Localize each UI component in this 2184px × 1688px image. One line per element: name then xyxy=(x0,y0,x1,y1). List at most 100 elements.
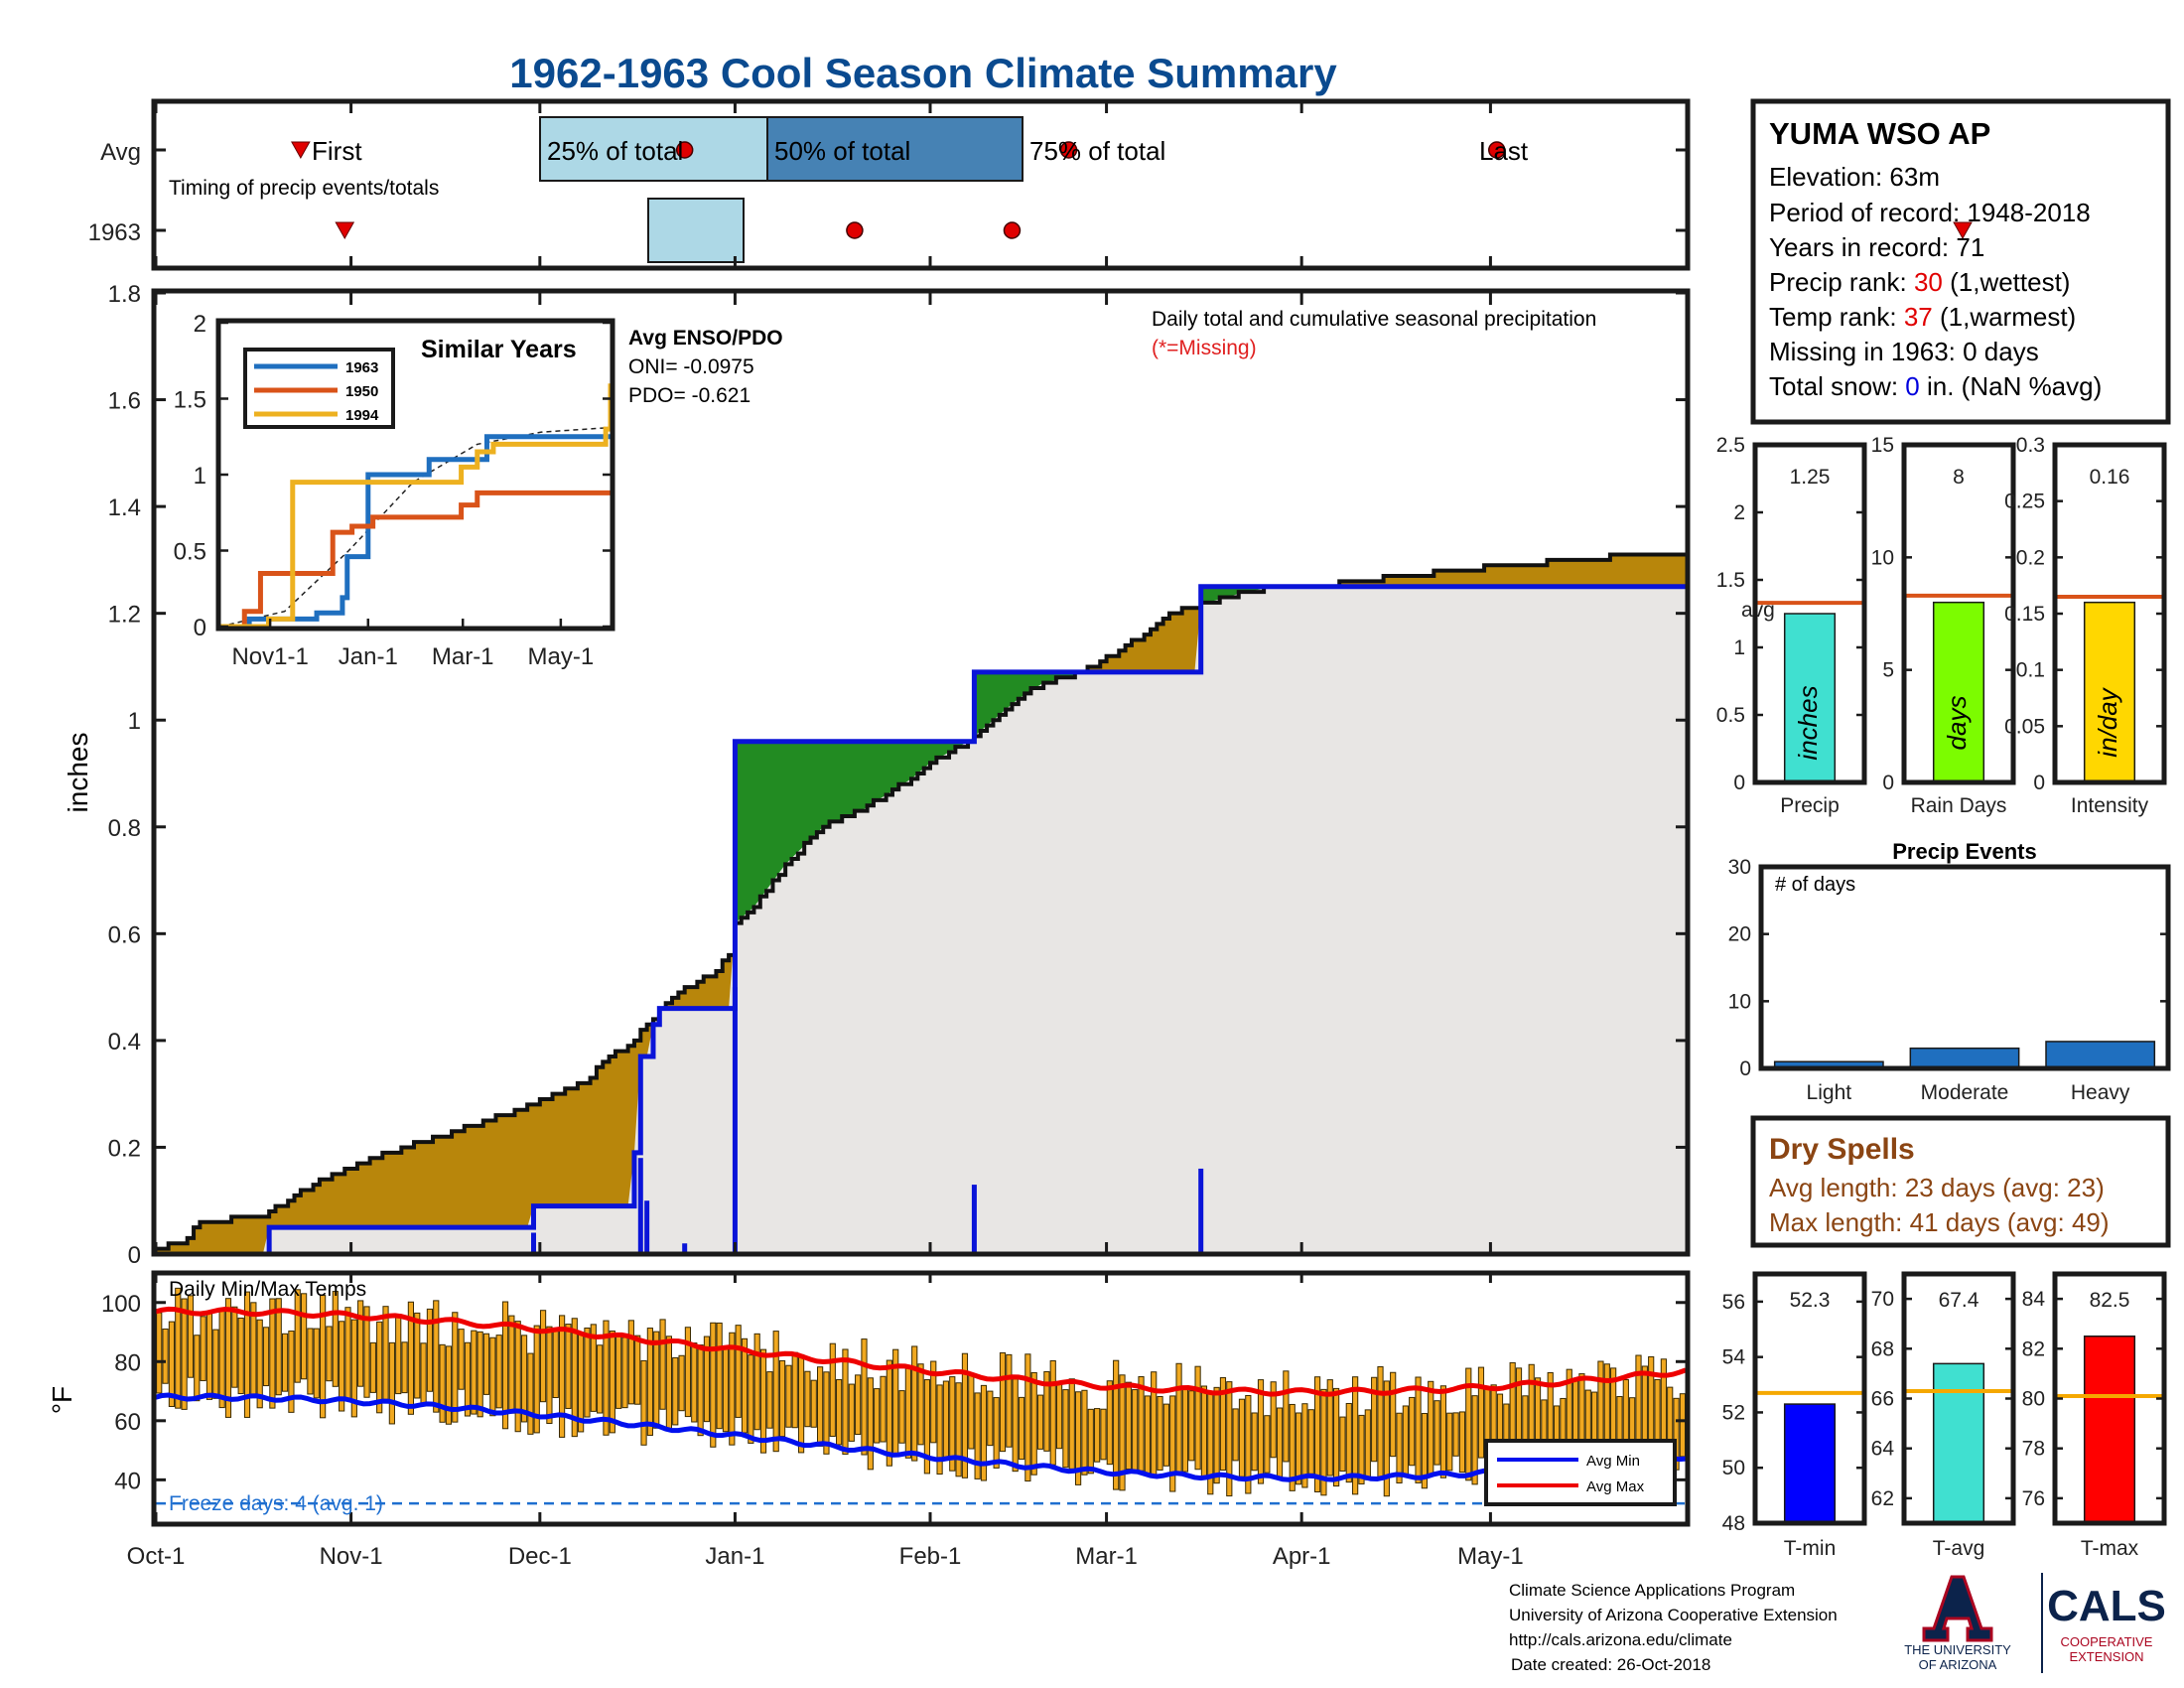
1963-last-marker xyxy=(1953,221,1973,240)
date-tick-label: Jan-1 xyxy=(705,1543,764,1570)
precip-summary-bars: avg 0 0.5 1 1.5 2 2.5 1.25 inches Precip 0 5 10 15 8 da… xyxy=(1716,434,2167,817)
footer-line-1: Climate Science Applications Program xyxy=(1509,1581,1795,1600)
daily-temp-bar xyxy=(458,1329,465,1390)
daily-temp-bar xyxy=(1295,1412,1302,1485)
inset-y-tick-label: 0.5 xyxy=(174,539,206,566)
daily-temp-bar xyxy=(584,1327,591,1418)
oni-value: ONI= -0.0975 xyxy=(628,355,754,378)
daily-temp-bar xyxy=(590,1324,597,1412)
daily-temp-bar xyxy=(1339,1416,1346,1472)
daily-temp-bar xyxy=(710,1322,717,1448)
daily-temp-bar xyxy=(546,1326,553,1424)
dry-spells-title: Dry Spells xyxy=(1769,1133,1915,1166)
daily-temp-bar xyxy=(766,1371,773,1429)
daily-temp-bar xyxy=(923,1379,931,1475)
main-y-axis: 0 0.2 0.4 0.6 0.8 1 1.2 1.4 1.6 1.8 xyxy=(108,281,1686,1269)
total-snow: Total snow: 0 in. (NaN %avg) xyxy=(1769,371,2102,401)
dry-spells-avg: Avg length: 23 days (avg: 23) xyxy=(1769,1173,2105,1202)
daily-temp-bar xyxy=(703,1336,711,1423)
daily-temp-bar xyxy=(269,1298,276,1409)
summary-category-label: Precip xyxy=(1780,794,1840,817)
daily-temp-bar xyxy=(691,1342,698,1423)
summary-bar xyxy=(1783,613,1837,783)
daily-temp-bar xyxy=(357,1300,364,1387)
inset-x-tick-label: Mar-1 xyxy=(432,643,494,670)
daily-temp-bar xyxy=(281,1333,289,1392)
summary-bar xyxy=(1932,1362,1985,1524)
daily-temp-bar xyxy=(445,1345,453,1425)
daily-temp-bar xyxy=(224,1298,232,1418)
daily-temp-bar xyxy=(716,1322,723,1430)
daily-precip-bar xyxy=(644,1200,650,1254)
daily-temp-bar xyxy=(1232,1408,1239,1462)
missing-note: (*=Missing) xyxy=(1152,337,1257,359)
events-tick-label: 30 xyxy=(1728,856,1751,879)
summary-category-label: T-max xyxy=(2081,1537,2139,1560)
daily-temp-bar xyxy=(1138,1376,1145,1472)
daily-temp-bar xyxy=(1106,1380,1113,1466)
daily-temp-bar xyxy=(1358,1414,1365,1484)
date-tick-label: Mar-1 xyxy=(1075,1543,1138,1570)
daily-temp-bar xyxy=(735,1325,742,1418)
daily-temp-bar xyxy=(653,1331,660,1429)
daily-temp-bar xyxy=(1352,1376,1359,1495)
daily-temp-bar xyxy=(376,1321,383,1414)
daily-temp-bar xyxy=(1181,1388,1189,1473)
daily-temp-bar xyxy=(1390,1371,1397,1458)
daily-temp-bar xyxy=(842,1348,849,1455)
daily-temp-bar xyxy=(634,1335,641,1405)
summary-bar xyxy=(1783,1403,1837,1524)
summary-tick-label: 15 xyxy=(1871,434,1894,457)
daily-temp-bar xyxy=(987,1390,994,1447)
summary-tick-label: 2 xyxy=(1733,501,1745,524)
avg-min-line xyxy=(155,1392,1687,1482)
daily-precip-bars xyxy=(530,987,1204,1254)
summary-tick-label: 10 xyxy=(1871,546,1894,569)
daily-temp-bar xyxy=(1213,1386,1220,1484)
avg-p25-marker xyxy=(675,141,694,159)
daily-temp-bar xyxy=(1364,1409,1371,1480)
daily-temp-bar xyxy=(501,1301,509,1430)
daily-temp-bar xyxy=(262,1327,270,1387)
daily-temp-bar xyxy=(1307,1409,1314,1475)
legend-label-1994: 1994 xyxy=(345,407,379,424)
summary-tick-label: 0.25 xyxy=(2004,491,2045,513)
daily-temp-bar xyxy=(344,1307,351,1401)
dry-spells-frame xyxy=(1750,1115,2171,1248)
daily-temp-bar xyxy=(936,1384,943,1476)
daily-temp-bar xyxy=(615,1334,622,1409)
date-x-axis: Oct-1 Nov-1 Dec-1 Jan-1 Feb-1 Mar-1 Apr-1 May-1 xyxy=(127,293,1524,1570)
summary-tick-label: 52 xyxy=(1722,1401,1745,1424)
daily-temp-bar xyxy=(646,1328,653,1436)
daily-temp-bar xyxy=(558,1315,566,1438)
daily-temp-bar xyxy=(477,1331,483,1418)
similar-years-inset: 0 0.5 1 1.5 2 Nov1-1 Jan-1 Mar-1 May-1 Similar Y… xyxy=(174,311,783,670)
daily-temp-bar xyxy=(968,1374,975,1450)
y-tick-label: 1.6 xyxy=(108,388,141,415)
daily-temp-bar xyxy=(464,1341,472,1417)
daily-temp-bar xyxy=(621,1336,628,1409)
avg-max-line xyxy=(155,1306,1687,1397)
daily-temp-bar xyxy=(350,1319,357,1418)
summary-value-label: 8 xyxy=(1953,466,1965,489)
freeze-days-text: Freeze days: 4 (avg. 1) xyxy=(169,1492,383,1515)
ua-line-2: OF ARIZONA xyxy=(1919,1657,1997,1672)
daily-temp-bar xyxy=(861,1338,868,1456)
events-frame xyxy=(1758,864,2171,1071)
university-of-arizona-logo: THE UNIVERSITY OF ARIZONA CALS COOPERATI… xyxy=(1904,1573,2166,1673)
date-tick-label: Oct-1 xyxy=(127,1543,186,1570)
daily-temp-bar xyxy=(1452,1412,1459,1457)
daily-temp-bar xyxy=(1119,1374,1126,1491)
daily-temp-bar xyxy=(395,1314,402,1395)
avg-cumulative-line xyxy=(156,552,1686,1251)
summary-tick-label: 66 xyxy=(1871,1388,1894,1411)
bar-panel-t-max: 76 78 80 82 84 82.5 T-max xyxy=(2022,1271,2167,1560)
daily-temp-bar xyxy=(1326,1379,1333,1477)
inset-series xyxy=(220,383,614,630)
daily-temp-bar xyxy=(439,1343,446,1423)
summary-value-label: 1.25 xyxy=(1790,466,1831,489)
daily-temp-bar xyxy=(1320,1388,1327,1496)
cals-logo-text: CALS xyxy=(2047,1582,2166,1630)
daily-temp-bar xyxy=(627,1320,634,1405)
